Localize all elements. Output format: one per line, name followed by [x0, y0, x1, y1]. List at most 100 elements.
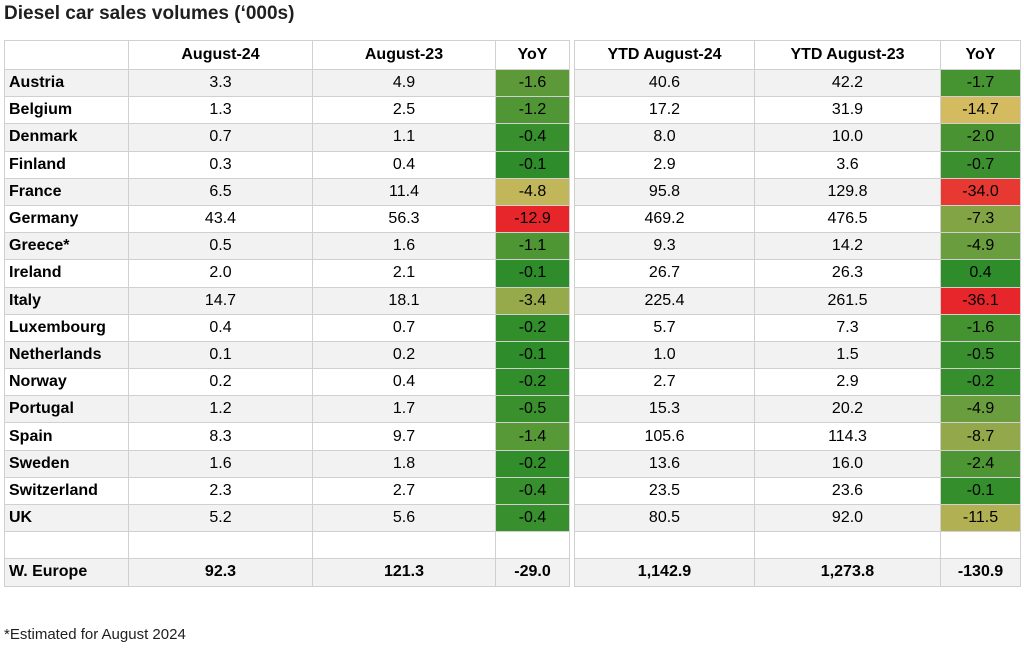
- total-august-24: 92.3: [128, 558, 313, 587]
- august-24-cell: 0.3: [128, 150, 313, 179]
- ytd-august-24-cell: 469.2: [574, 204, 755, 234]
- yoy-cell: -0.1: [495, 259, 570, 288]
- ytd-yoy-cell: -4.9: [940, 232, 1021, 261]
- august-24-cell: 0.1: [128, 340, 313, 370]
- yoy-cell: -0.1: [495, 340, 570, 370]
- table-row: Italy 14.7 18.1 -3.4 225.4 261.5 -36.1: [4, 286, 1021, 315]
- table-row: Austria 3.3 4.9 -1.6 40.6 42.2 -1.7: [4, 68, 1021, 98]
- ytd-august-23-cell: 1.5: [754, 340, 941, 370]
- ytd-yoy-cell: -2.4: [940, 449, 1021, 478]
- ytd-august-24-cell: 1.0: [574, 340, 755, 370]
- yoy-cell: -4.8: [495, 177, 570, 206]
- country-cell: Spain: [4, 422, 129, 451]
- ytd-august-23-cell: 476.5: [754, 204, 941, 234]
- ytd-august-23-cell: 2.9: [754, 368, 941, 397]
- ytd-august-23-cell: 42.2: [754, 68, 941, 98]
- country-cell: Italy: [4, 286, 129, 315]
- empty-cell: [940, 531, 1021, 560]
- ytd-yoy-cell: -1.6: [940, 313, 1021, 342]
- ytd-august-24-cell: 17.2: [574, 96, 755, 125]
- ytd-august-23-cell: 26.3: [754, 259, 941, 288]
- ytd-yoy-cell: -0.5: [940, 340, 1021, 370]
- ytd-yoy-cell: -4.9: [940, 395, 1021, 424]
- august-23-cell: 11.4: [312, 177, 496, 206]
- total-ytd-yoy: -130.9: [940, 558, 1021, 587]
- august-24-cell: 0.4: [128, 313, 313, 342]
- header-ytd-yoy: YoY: [940, 40, 1021, 70]
- yoy-cell: -0.4: [495, 503, 570, 533]
- august-24-cell: 2.3: [128, 476, 313, 506]
- august-23-cell: 1.6: [312, 232, 496, 261]
- country-cell: Belgium: [4, 96, 129, 125]
- august-24-cell: 1.3: [128, 96, 313, 125]
- table-row: Belgium 1.3 2.5 -1.2 17.2 31.9 -14.7: [4, 96, 1021, 125]
- august-23-cell: 1.8: [312, 449, 496, 478]
- ytd-yoy-cell: -0.1: [940, 476, 1021, 506]
- country-cell: Finland: [4, 150, 129, 179]
- country-cell: UK: [4, 503, 129, 533]
- ytd-yoy-cell: -7.3: [940, 204, 1021, 234]
- august-24-cell: 1.2: [128, 395, 313, 424]
- total-august-23: 121.3: [312, 558, 496, 587]
- ytd-august-23-cell: 10.0: [754, 123, 941, 152]
- ytd-august-24-cell: 8.0: [574, 123, 755, 152]
- august-24-cell: 6.5: [128, 177, 313, 206]
- country-cell: Ireland: [4, 259, 129, 288]
- august-24-cell: 1.6: [128, 449, 313, 478]
- august-24-cell: 0.2: [128, 368, 313, 397]
- august-23-cell: 18.1: [312, 286, 496, 315]
- empty-cell: [574, 531, 755, 560]
- ytd-august-24-cell: 40.6: [574, 68, 755, 98]
- empty-cell: [495, 531, 570, 560]
- country-cell: Greece*: [4, 232, 129, 261]
- august-24-cell: 2.0: [128, 259, 313, 288]
- header-august-23: August-23: [312, 40, 496, 70]
- august-23-cell: 2.7: [312, 476, 496, 506]
- spacer-row: [4, 531, 1021, 560]
- august-23-cell: 9.7: [312, 422, 496, 451]
- august-23-cell: 1.7: [312, 395, 496, 424]
- ytd-yoy-cell: -14.7: [940, 96, 1021, 125]
- country-cell: Germany: [4, 204, 129, 234]
- yoy-cell: -12.9: [495, 204, 570, 234]
- country-cell: Switzerland: [4, 476, 129, 506]
- august-23-cell: 5.6: [312, 503, 496, 533]
- ytd-yoy-cell: -1.7: [940, 68, 1021, 98]
- august-23-cell: 1.1: [312, 123, 496, 152]
- ytd-august-23-cell: 261.5: [754, 286, 941, 315]
- sales-table: August-24 August-23 YoY YTD August-24 YT…: [4, 40, 1021, 587]
- ytd-august-23-cell: 7.3: [754, 313, 941, 342]
- table-row: Netherlands 0.1 0.2 -0.1 1.0 1.5 -0.5: [4, 340, 1021, 370]
- yoy-cell: -0.2: [495, 449, 570, 478]
- table-row: Sweden 1.6 1.8 -0.2 13.6 16.0 -2.4: [4, 449, 1021, 478]
- total-label: W. Europe: [4, 558, 129, 587]
- august-23-cell: 0.4: [312, 368, 496, 397]
- ytd-august-24-cell: 2.9: [574, 150, 755, 179]
- country-cell: France: [4, 177, 129, 206]
- table-row: Ireland 2.0 2.1 -0.1 26.7 26.3 0.4: [4, 259, 1021, 288]
- ytd-august-23-cell: 31.9: [754, 96, 941, 125]
- august-23-cell: 0.2: [312, 340, 496, 370]
- country-cell: Norway: [4, 368, 129, 397]
- table-row: Finland 0.3 0.4 -0.1 2.9 3.6 -0.7: [4, 150, 1021, 179]
- yoy-cell: -1.6: [495, 68, 570, 98]
- ytd-august-24-cell: 95.8: [574, 177, 755, 206]
- header-august-24: August-24: [128, 40, 313, 70]
- august-23-cell: 0.7: [312, 313, 496, 342]
- yoy-cell: -0.4: [495, 123, 570, 152]
- ytd-august-24-cell: 9.3: [574, 232, 755, 261]
- header-ytd-august-23: YTD August-23: [754, 40, 941, 70]
- ytd-august-24-cell: 225.4: [574, 286, 755, 315]
- country-cell: Netherlands: [4, 340, 129, 370]
- august-24-cell: 0.5: [128, 232, 313, 261]
- yoy-cell: -3.4: [495, 286, 570, 315]
- ytd-august-24-cell: 13.6: [574, 449, 755, 478]
- ytd-august-23-cell: 16.0: [754, 449, 941, 478]
- ytd-august-23-cell: 92.0: [754, 503, 941, 533]
- ytd-yoy-cell: -11.5: [940, 503, 1021, 533]
- table-row: Portugal 1.2 1.7 -0.5 15.3 20.2 -4.9: [4, 395, 1021, 424]
- ytd-august-23-cell: 114.3: [754, 422, 941, 451]
- country-cell: Sweden: [4, 449, 129, 478]
- august-24-cell: 0.7: [128, 123, 313, 152]
- ytd-august-23-cell: 3.6: [754, 150, 941, 179]
